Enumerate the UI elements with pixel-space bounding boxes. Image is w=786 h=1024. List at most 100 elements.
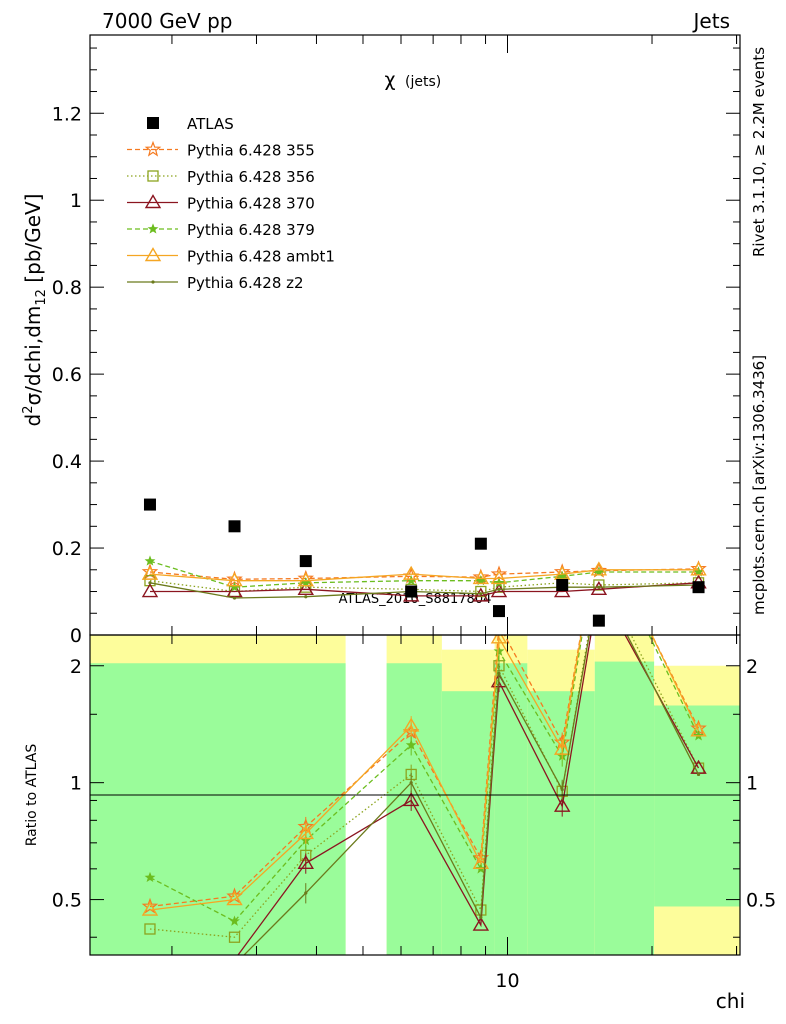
main-series-point bbox=[490, 570, 508, 585]
mcplots-label: mcplots.cern.ch [arXiv:1306.3436] bbox=[750, 355, 768, 615]
y-axis-label: d2σ/dchi,dm12 [pb/GeV] bbox=[21, 194, 49, 427]
ratio-series-point bbox=[229, 915, 240, 926]
legend-marker bbox=[144, 247, 162, 262]
main-series-point bbox=[493, 577, 505, 588]
main-series-point bbox=[304, 595, 308, 599]
y-tick-label: 1.2 bbox=[52, 103, 82, 125]
legend-entry-p370: Pythia 6.428 370 bbox=[127, 194, 315, 213]
data-point bbox=[492, 605, 505, 618]
y-label-mid: σ/dchi,dm bbox=[21, 306, 45, 406]
main-series-point bbox=[472, 587, 490, 602]
legend-entry-ambt1: Pythia 6.428 ambt1 bbox=[127, 247, 335, 266]
main-series-point bbox=[148, 581, 152, 585]
main-series-point bbox=[300, 577, 312, 588]
y-tick-label: 0 bbox=[70, 625, 82, 647]
x-axis-label: chi bbox=[716, 989, 745, 1013]
ratio-tick-label: 1 bbox=[70, 773, 82, 795]
main-series-point bbox=[475, 574, 487, 586]
ratio-series-point bbox=[144, 871, 156, 883]
data-point bbox=[405, 585, 418, 598]
legend-label: Pythia 6.428 z2 bbox=[187, 274, 304, 292]
legend-label: ATLAS bbox=[187, 115, 234, 133]
inner-title: χ bbox=[385, 69, 396, 91]
data-point bbox=[474, 537, 487, 550]
ratio-axes: 10 0.5 0.5 1 1 2 2 bbox=[52, 635, 776, 992]
y-label-unit: [pb/GeV] bbox=[21, 194, 45, 290]
main-series-point bbox=[232, 596, 237, 600]
main-series-point bbox=[141, 565, 159, 580]
y-label-sup: 2 bbox=[21, 406, 36, 414]
main-series-p355 bbox=[141, 560, 707, 587]
main-series-point bbox=[590, 580, 608, 596]
ratio-series-line bbox=[149, 635, 700, 923]
ratio-series-ambt1 bbox=[141, 635, 707, 916]
y-label-sub: 12 bbox=[34, 289, 49, 306]
main-series-point bbox=[497, 587, 501, 591]
legend-label: Pythia 6.428 379 bbox=[187, 221, 315, 239]
legend-entry-data: ATLAS bbox=[147, 115, 234, 133]
ratio-bands bbox=[90, 635, 740, 955]
band-green bbox=[527, 691, 595, 955]
main-series-point bbox=[479, 592, 483, 596]
ratio-series-point bbox=[297, 854, 314, 870]
ratio-series-point bbox=[226, 891, 243, 906]
main-series-point bbox=[141, 563, 159, 579]
main-series-point bbox=[297, 580, 314, 596]
data-points bbox=[143, 498, 705, 627]
y-tick-label: 0.6 bbox=[52, 364, 82, 386]
ratio-series-point bbox=[497, 671, 501, 676]
band-green bbox=[594, 661, 655, 955]
ratio-tick-label: 2 bbox=[70, 656, 82, 678]
ratio-series-point bbox=[560, 787, 564, 792]
main-series-line bbox=[150, 582, 699, 597]
band-green bbox=[386, 663, 442, 955]
ratio-series-point bbox=[402, 792, 420, 807]
y-tick-label: 0.4 bbox=[52, 451, 82, 473]
main-series-point bbox=[472, 570, 490, 585]
ratio-series-line bbox=[149, 635, 700, 911]
ratio-series-point bbox=[490, 635, 508, 644]
legend-marker bbox=[147, 117, 159, 129]
rivet-label: Rivet 3.1.10, ≥ 2.2M events bbox=[750, 47, 768, 257]
ratio-tick-label: 0.5 bbox=[52, 890, 82, 912]
ratio-y-label: Ratio to ATLAS bbox=[24, 744, 40, 847]
legend-entry-z2: Pythia 6.428 z2 bbox=[127, 274, 304, 292]
ratio-series-point bbox=[228, 931, 241, 943]
main-series-line bbox=[149, 580, 699, 593]
y-tick-label: 1 bbox=[70, 190, 82, 212]
ratio-series-point bbox=[690, 722, 707, 737]
ratio-series-point bbox=[144, 923, 156, 935]
main-series-point bbox=[141, 583, 159, 598]
beam-label: 7000 GeV pp bbox=[102, 9, 233, 33]
legend-entry-p356: Pythia 6.428 356 bbox=[127, 168, 315, 186]
main-series-point bbox=[693, 566, 704, 577]
ratio-series-point bbox=[493, 645, 505, 656]
data-point bbox=[299, 555, 312, 568]
band-green bbox=[441, 691, 495, 955]
legend-label: Pythia 6.428 355 bbox=[187, 142, 315, 160]
ratio-series-line bbox=[237, 635, 700, 955]
main-series-point bbox=[597, 585, 601, 589]
ratio-series-point bbox=[297, 825, 314, 840]
analysis-label: Jets bbox=[692, 9, 730, 33]
legend-marker bbox=[144, 140, 162, 157]
ratio-series-point bbox=[553, 740, 571, 755]
legend: ATLAS Pythia 6.428 355 Pythia 6.428 356 Pyt… bbox=[127, 115, 335, 292]
ratio-tick-label-right: 0.5 bbox=[746, 890, 776, 912]
main-series-line bbox=[149, 560, 699, 588]
ratio-series-point bbox=[696, 772, 701, 777]
data-point bbox=[592, 614, 605, 627]
ratio-series-line bbox=[149, 635, 700, 938]
main-series-point bbox=[590, 561, 608, 576]
y-tick-label: 0.8 bbox=[52, 277, 82, 299]
main-series-point bbox=[690, 561, 707, 576]
main-axes: 0 0.2 0.4 0.6 0.8 1 1.2 bbox=[52, 35, 740, 647]
main-series-line bbox=[149, 569, 699, 582]
legend-marker bbox=[151, 280, 155, 284]
y-tick-label: 0.2 bbox=[52, 538, 82, 560]
ratio-series-point bbox=[409, 781, 413, 785]
ratio-frame bbox=[89, 634, 741, 956]
main-series-point bbox=[144, 555, 156, 566]
y-label-d: d bbox=[21, 414, 45, 427]
